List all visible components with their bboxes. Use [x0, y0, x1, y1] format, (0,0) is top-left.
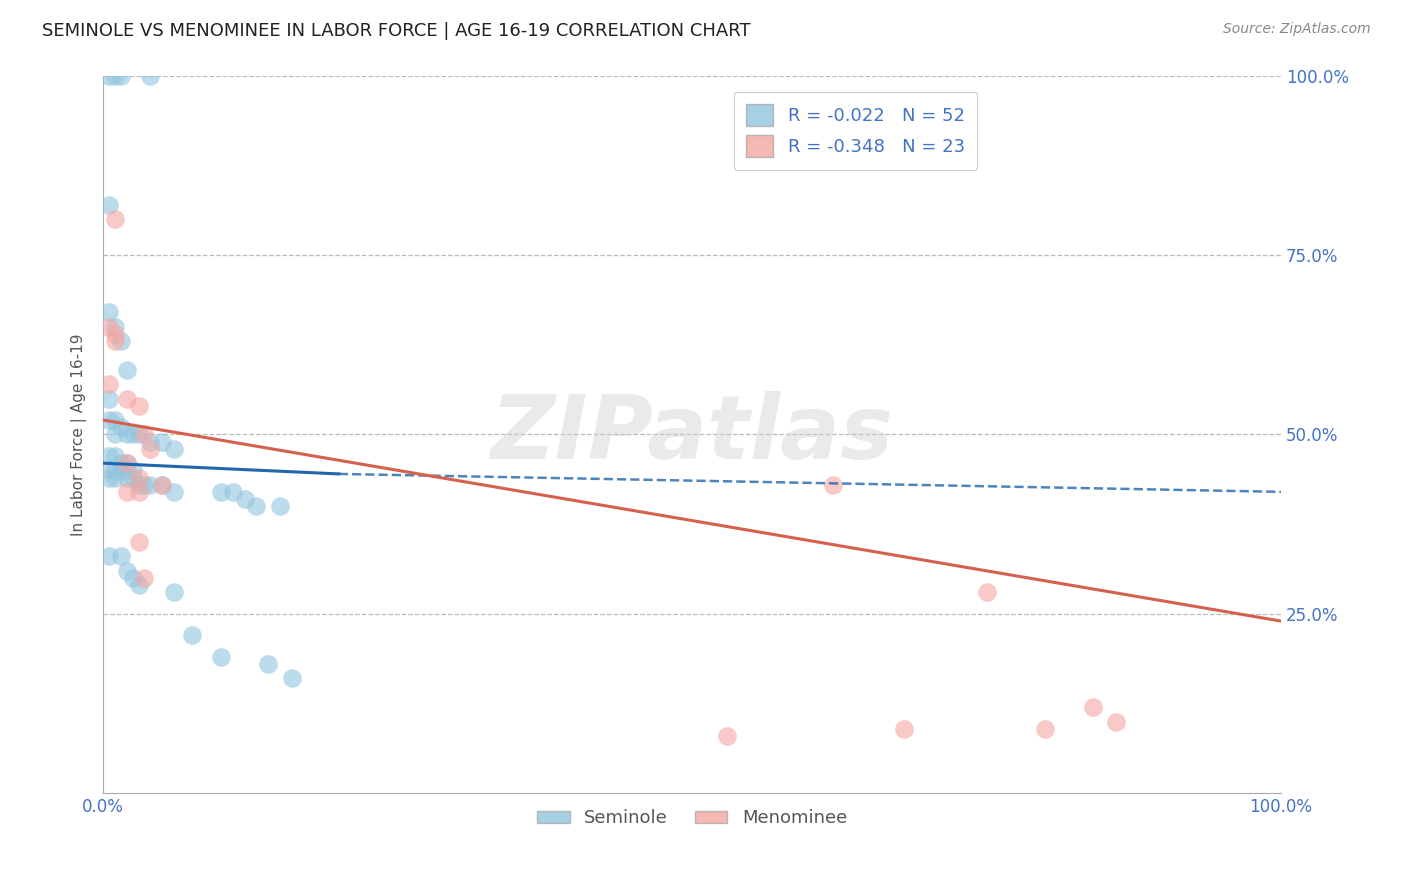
Point [104, 449, 127, 463]
Point [104, 334, 127, 348]
Text: ZIPatlas: ZIPatlas [491, 391, 894, 478]
Point [128, 535, 150, 549]
Point [98, 198, 121, 212]
Point [163, 585, 186, 599]
Y-axis label: In Labor Force | Age 16-19: In Labor Force | Age 16-19 [72, 334, 87, 536]
Point [128, 470, 150, 484]
Point [245, 500, 267, 514]
Point [163, 484, 186, 499]
Point [104, 463, 127, 477]
Point [823, 477, 845, 491]
Point [209, 650, 232, 665]
Point [98, 392, 121, 406]
Point [104, 319, 127, 334]
Point [98, 377, 121, 392]
Point [1035, 722, 1057, 736]
Point [134, 571, 156, 585]
Point [128, 477, 150, 491]
Point [163, 442, 186, 456]
Point [115, 392, 138, 406]
Point [121, 463, 143, 477]
Point [110, 69, 132, 83]
Point [110, 420, 132, 434]
Point [139, 442, 162, 456]
Point [98, 470, 121, 484]
Point [115, 564, 138, 578]
Point [128, 484, 150, 499]
Point [98, 305, 121, 319]
Point [104, 326, 127, 341]
Point [115, 363, 138, 377]
Point [115, 427, 138, 442]
Point [139, 69, 162, 83]
Point [134, 427, 156, 442]
Point [121, 571, 143, 585]
Point [98, 413, 121, 427]
Point [139, 434, 162, 449]
Point [110, 463, 132, 477]
Point [115, 456, 138, 470]
Point [98, 549, 121, 564]
Point [115, 484, 138, 499]
Point [104, 427, 127, 442]
Point [104, 413, 127, 427]
Point [104, 69, 127, 83]
Point [115, 456, 138, 470]
Point [233, 491, 256, 506]
Point [121, 470, 143, 484]
Point [98, 463, 121, 477]
Point [115, 470, 138, 484]
Point [104, 470, 127, 484]
Point [209, 484, 232, 499]
Point [110, 549, 132, 564]
Point [128, 399, 150, 413]
Point [716, 729, 738, 743]
Point [1081, 700, 1104, 714]
Point [257, 657, 280, 672]
Point [98, 319, 121, 334]
Text: SEMINOLE VS MENOMINEE IN LABOR FORCE | AGE 16-19 CORRELATION CHART: SEMINOLE VS MENOMINEE IN LABOR FORCE | A… [42, 22, 751, 40]
Point [110, 334, 132, 348]
Point [128, 578, 150, 592]
Point [893, 722, 915, 736]
Point [150, 477, 173, 491]
Point [180, 628, 202, 642]
Point [98, 69, 121, 83]
Point [976, 585, 998, 599]
Text: Source: ZipAtlas.com: Source: ZipAtlas.com [1223, 22, 1371, 37]
Point [134, 477, 156, 491]
Point [280, 672, 302, 686]
Point [110, 456, 132, 470]
Point [269, 500, 291, 514]
Point [128, 427, 150, 442]
Point [104, 212, 127, 227]
Point [150, 434, 173, 449]
Point [121, 427, 143, 442]
Point [150, 477, 173, 491]
Point [222, 484, 245, 499]
Legend: Seminole, Menominee: Seminole, Menominee [530, 802, 855, 835]
Point [1105, 714, 1128, 729]
Point [139, 477, 162, 491]
Point [98, 449, 121, 463]
